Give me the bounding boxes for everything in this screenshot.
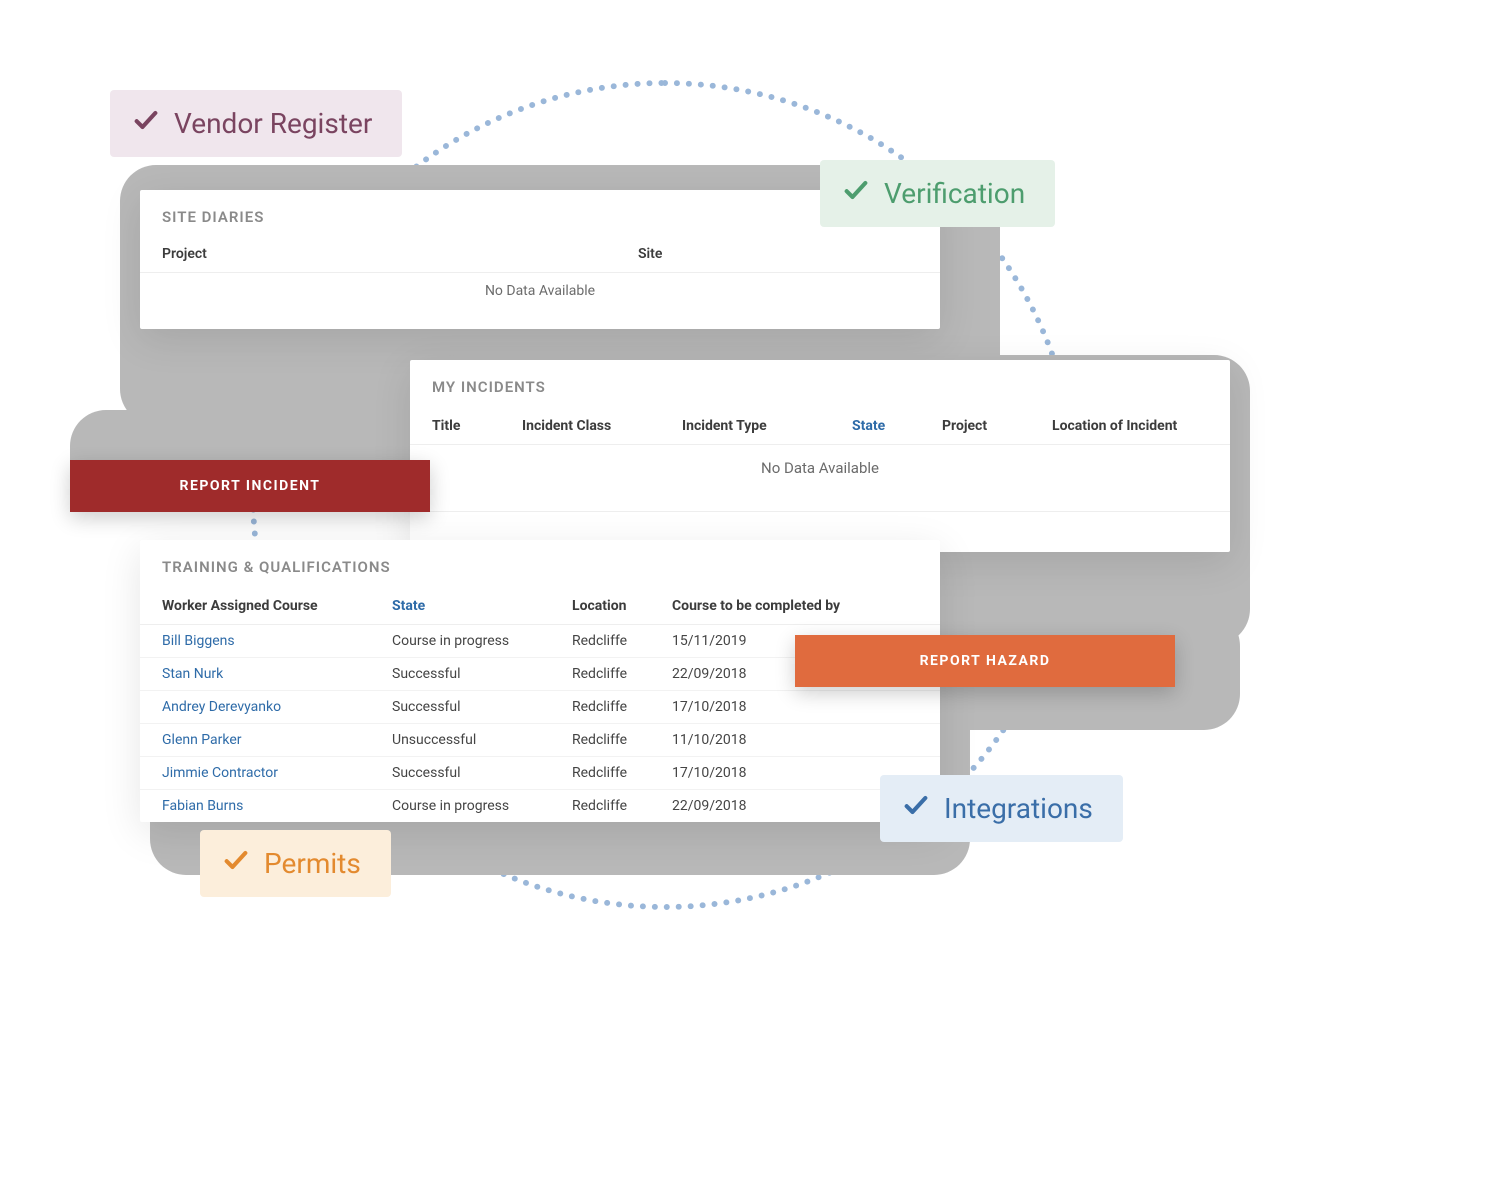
- cell-location: Redcliffe: [572, 699, 672, 715]
- col-project[interactable]: Project: [942, 418, 1052, 434]
- cell-state: Successful: [392, 765, 572, 781]
- tag-label: Vendor Register: [174, 107, 372, 140]
- tag-permits[interactable]: Permits: [200, 830, 391, 897]
- worker-link[interactable]: Andrey Derevyanko: [162, 699, 392, 715]
- col-location[interactable]: Location: [572, 598, 672, 614]
- training-header-row: Worker Assigned Course State Location Co…: [140, 588, 940, 625]
- tag-integrations[interactable]: Integrations: [880, 775, 1123, 842]
- my-incidents-title: MY INCIDENTS: [410, 360, 1230, 408]
- report-hazard-button[interactable]: REPORT HAZARD: [795, 635, 1175, 687]
- site-diaries-header-row: Project Site: [140, 238, 940, 273]
- check-icon: [132, 106, 160, 141]
- training-title: TRAINING & QUALIFICATIONS: [140, 540, 940, 588]
- col-completed-by[interactable]: Course to be completed by: [672, 598, 918, 614]
- col-project[interactable]: Project: [162, 246, 638, 262]
- col-incident-type[interactable]: Incident Type: [682, 418, 852, 434]
- worker-link[interactable]: Glenn Parker: [162, 732, 392, 748]
- my-incidents-empty: No Data Available: [410, 445, 1230, 512]
- tag-verification[interactable]: Verification: [820, 160, 1055, 227]
- tag-label: Integrations: [944, 792, 1093, 825]
- cell-date: 11/10/2018: [672, 732, 918, 748]
- cell-location: Redcliffe: [572, 765, 672, 781]
- col-incident-class[interactable]: Incident Class: [522, 418, 682, 434]
- cell-location: Redcliffe: [572, 633, 672, 649]
- table-row[interactable]: Jimmie ContractorSuccessfulRedcliffe17/1…: [140, 757, 940, 790]
- cell-state: Unsuccessful: [392, 732, 572, 748]
- worker-link[interactable]: Jimmie Contractor: [162, 765, 392, 781]
- col-state[interactable]: State: [852, 418, 942, 434]
- col-site[interactable]: Site: [638, 246, 918, 262]
- tag-vendor-register[interactable]: Vendor Register: [110, 90, 402, 157]
- table-row[interactable]: Fabian BurnsCourse in progressRedcliffe2…: [140, 790, 940, 822]
- cell-location: Redcliffe: [572, 666, 672, 682]
- col-location[interactable]: Location of Incident: [1052, 418, 1208, 434]
- my-incidents-panel: MY INCIDENTS Title Incident Class Incide…: [410, 360, 1230, 552]
- table-row[interactable]: Andrey DerevyankoSuccessfulRedcliffe17/1…: [140, 691, 940, 724]
- report-incident-button[interactable]: REPORT INCIDENT: [70, 460, 430, 512]
- tag-label: Verification: [884, 177, 1025, 210]
- tag-label: Permits: [264, 847, 361, 880]
- col-worker[interactable]: Worker Assigned Course: [162, 598, 392, 614]
- check-icon: [842, 176, 870, 211]
- cell-location: Redcliffe: [572, 798, 672, 814]
- worker-link[interactable]: Fabian Burns: [162, 798, 392, 814]
- col-title[interactable]: Title: [432, 418, 522, 434]
- col-state[interactable]: State: [392, 598, 572, 614]
- worker-link[interactable]: Stan Nurk: [162, 666, 392, 682]
- cell-date: 17/10/2018: [672, 699, 918, 715]
- cell-state: Course in progress: [392, 798, 572, 814]
- cell-state: Successful: [392, 666, 572, 682]
- table-row[interactable]: Glenn ParkerUnsuccessfulRedcliffe11/10/2…: [140, 724, 940, 757]
- cell-location: Redcliffe: [572, 732, 672, 748]
- cell-state: Course in progress: [392, 633, 572, 649]
- worker-link[interactable]: Bill Biggens: [162, 633, 392, 649]
- cell-state: Successful: [392, 699, 572, 715]
- check-icon: [222, 846, 250, 881]
- check-icon: [902, 791, 930, 826]
- site-diaries-empty: No Data Available: [140, 273, 940, 329]
- my-incidents-header-row: Title Incident Class Incident Type State…: [410, 408, 1230, 445]
